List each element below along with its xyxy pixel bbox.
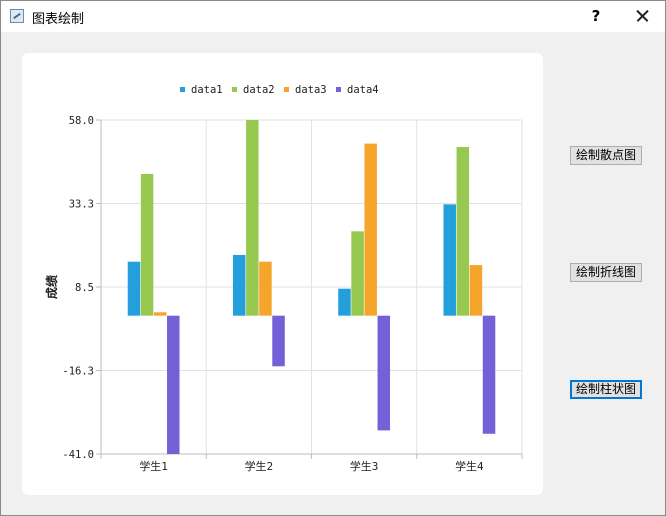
app-icon [10,9,24,23]
bar-data4-学生3 [377,315,391,431]
bar-data2-学生3 [351,231,364,316]
y-tick-label: -41.0 [62,449,94,461]
bar-data2-学生1 [140,173,154,316]
y-tick-label: 33.3 [69,199,94,211]
bar-data4-学生1 [167,315,180,454]
legend-marker-data3 [284,87,289,92]
x-tick-label: 学生2 [245,459,274,473]
legend-marker-data2 [232,87,237,92]
title-bar: 图表绘制 ? [1,1,665,32]
legend-marker-data1 [180,87,185,92]
bar-data3-学生4 [469,265,483,316]
bar-data3-学生3 [364,143,377,316]
y-tick-label: 58.0 [69,115,94,127]
close-button[interactable] [627,4,657,28]
legend-label-data3: data3 [295,84,327,96]
help-button[interactable]: ? [591,7,601,25]
bar-data4-学生4 [482,315,496,434]
legend-marker-data4 [336,87,341,92]
draw-scatter-button[interactable]: 绘制散点图 [570,146,642,165]
x-tick-label: 学生3 [350,459,379,473]
bar-data1-学生1 [127,261,141,316]
x-tick-label: 学生4 [455,459,484,473]
draw-line-button[interactable]: 绘制折线图 [570,263,642,282]
bar-chart: 58.0 33.3 8.5 -16.3 -41.0 学生1 学生2 学生3 学生4 成绩 data1… [44,84,523,473]
x-tick-label: 学生1 [139,459,168,473]
y-tick-label: 8.5 [75,282,94,294]
bar-data1-学生4 [443,204,456,316]
bar-data1-学生2 [232,254,246,316]
legend-label-data1: data1 [191,84,223,96]
draw-bar-button[interactable]: 绘制柱状图 [570,380,642,399]
bar-data2-学生2 [246,120,259,316]
bar-data4-学生2 [272,315,285,367]
legend-label-data4: data4 [347,84,379,96]
y-tick-label: -16.3 [62,366,94,378]
window-title: 图表绘制 [32,12,85,27]
y-axis-label: 成绩 [44,275,59,299]
chart-view: 58.0 33.3 8.5 -16.3 -41.0 学生1 学生2 学生3 学生4 成绩 data1… [22,53,543,495]
bar-data2-学生4 [456,146,470,316]
bar-data1-学生3 [338,288,351,316]
bar-data3-学生1 [153,312,167,316]
legend-label-data2: data2 [243,84,275,96]
bar-data3-学生2 [259,261,272,316]
